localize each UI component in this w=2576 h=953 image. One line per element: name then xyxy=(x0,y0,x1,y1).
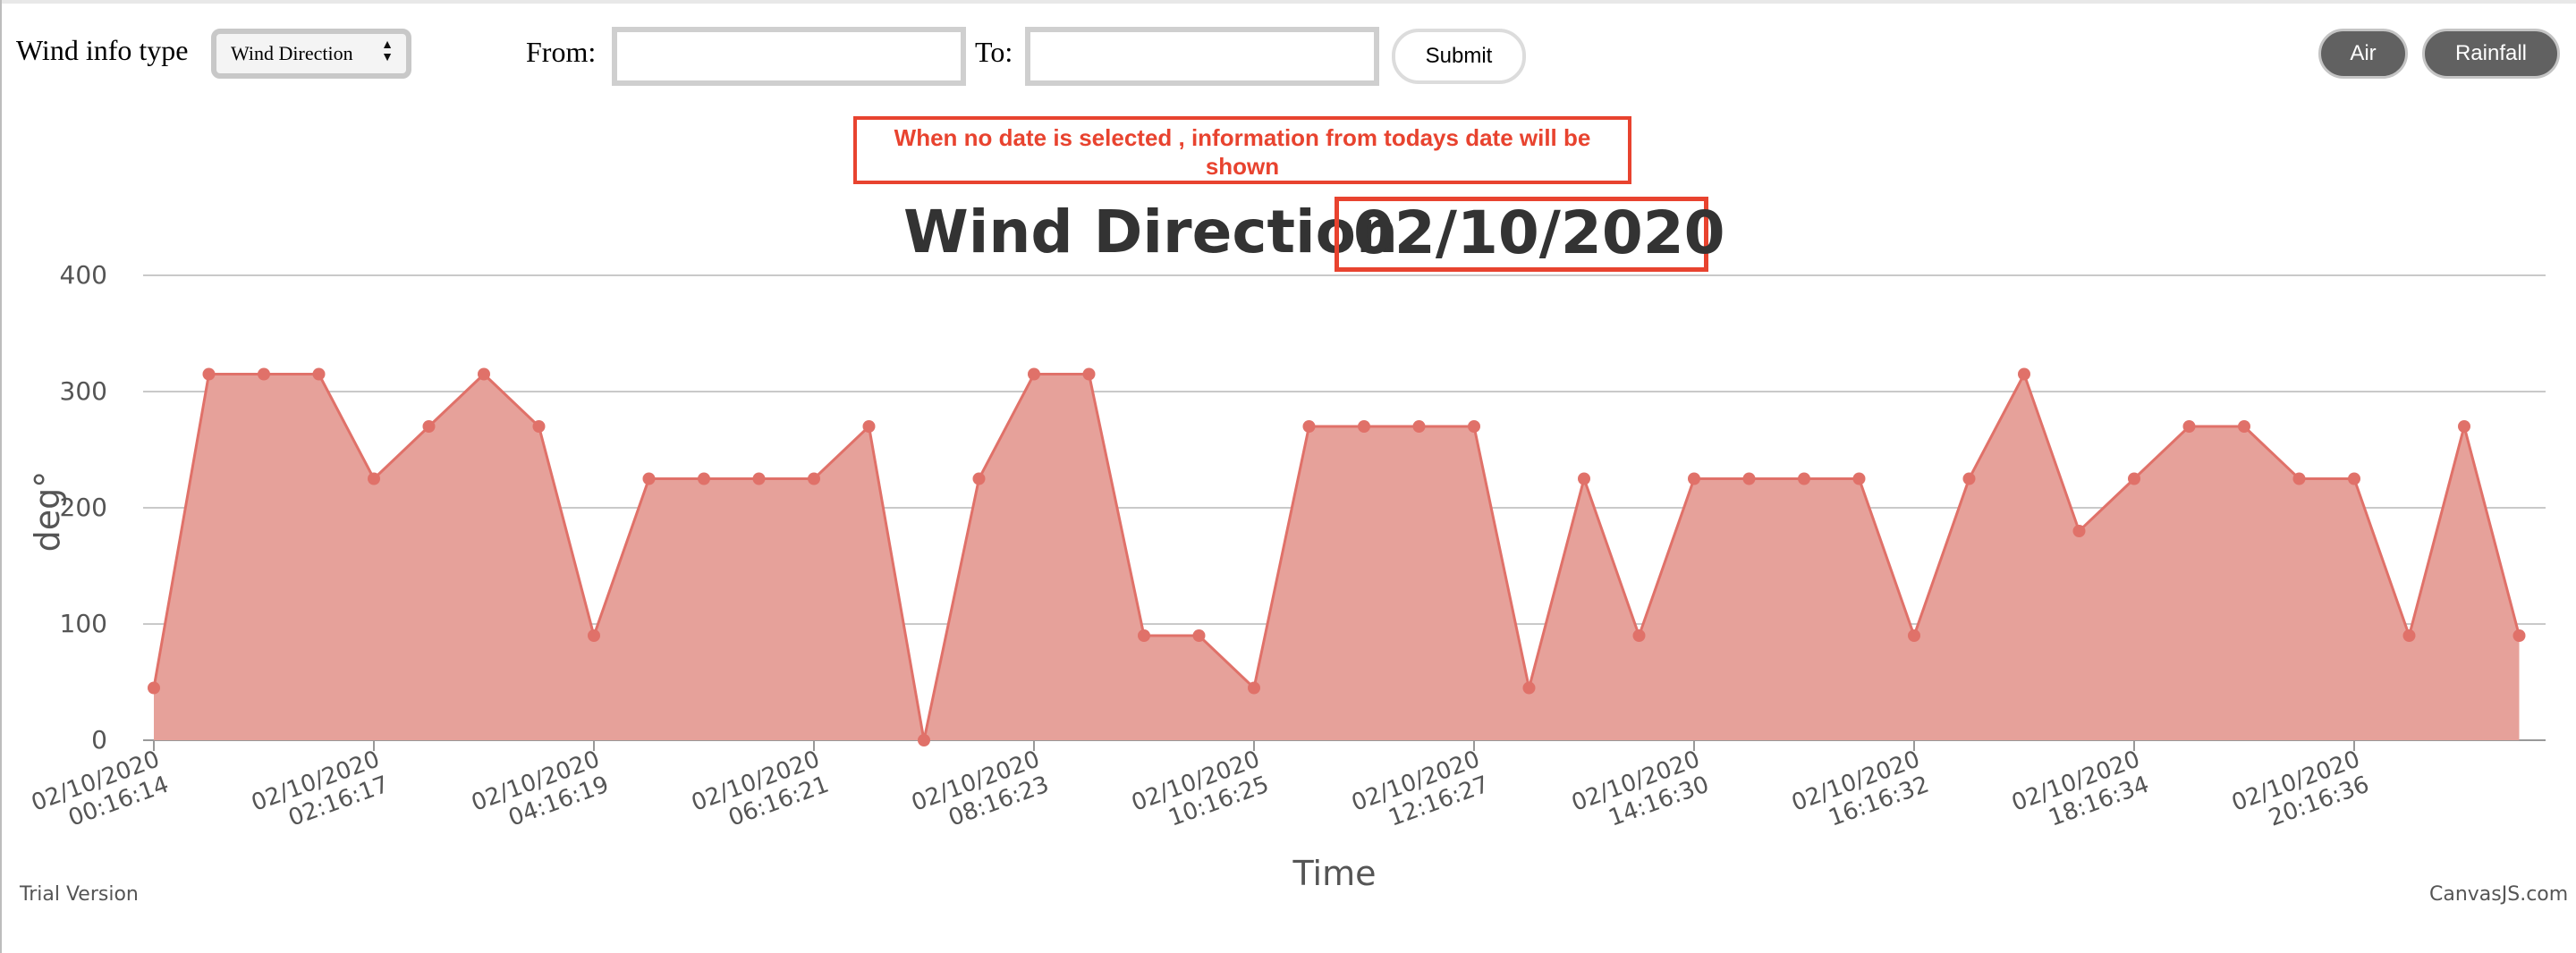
y-tick-label: 300 xyxy=(60,376,107,406)
chart-title-date: 02/10/2020 xyxy=(1335,197,1725,272)
data-point xyxy=(2182,420,2196,433)
x-axis-title: Time xyxy=(1292,854,1377,893)
data-point xyxy=(1632,629,1646,642)
left-border xyxy=(0,0,2,953)
x-tick-label: 02/10/202012:16:27 xyxy=(1348,746,1492,842)
data-point xyxy=(312,367,326,381)
from-date-input[interactable] xyxy=(612,27,966,86)
top-border xyxy=(0,0,2576,4)
to-label: To: xyxy=(975,36,1013,68)
area-fill xyxy=(154,374,2520,740)
wind-info-type-selected: Wind Direction xyxy=(231,42,353,64)
x-tick-label: 02/10/202002:16:17 xyxy=(248,746,392,842)
wind-info-type-label: Wind info type xyxy=(16,34,189,66)
wind-info-type-select[interactable]: Wind Direction ▲ ▼ xyxy=(211,29,411,79)
data-point xyxy=(752,472,766,485)
air-button[interactable]: Air xyxy=(2318,29,2408,79)
select-arrows-icon: ▲ ▼ xyxy=(381,38,394,64)
data-point xyxy=(1522,681,1536,695)
y-tick-label: 0 xyxy=(91,725,107,755)
data-point xyxy=(258,367,270,381)
data-point xyxy=(2458,420,2470,433)
data-point xyxy=(148,681,160,695)
x-tick-label: 02/10/202004:16:19 xyxy=(468,746,612,842)
data-point xyxy=(1138,629,1150,642)
trial-version-label: Trial Version xyxy=(20,883,139,906)
data-point xyxy=(642,472,656,485)
to-date-input[interactable] xyxy=(1025,27,1379,86)
data-point xyxy=(1742,472,1756,485)
data-point xyxy=(422,420,436,433)
no-date-notice: When no date is selected , information f… xyxy=(853,116,1631,184)
y-tick-label: 100 xyxy=(60,609,107,638)
x-tick-label: 02/10/202000:16:14 xyxy=(28,746,172,842)
data-point xyxy=(1358,420,1370,433)
x-tick-label: 02/10/202018:16:34 xyxy=(2008,746,2152,842)
rainfall-button[interactable]: Rainfall xyxy=(2422,29,2560,79)
y-tick-label: 200 xyxy=(60,493,107,522)
data-point xyxy=(698,472,710,485)
data-point xyxy=(478,367,490,381)
data-point xyxy=(1852,472,1866,485)
x-tick-label: 02/10/202008:16:23 xyxy=(908,746,1052,842)
x-tick-label: 02/10/202020:16:36 xyxy=(2228,746,2372,842)
data-point xyxy=(2128,472,2140,485)
data-point xyxy=(2018,367,2030,381)
series-line xyxy=(152,370,2521,741)
data-point xyxy=(972,472,986,485)
data-point xyxy=(1248,681,1260,695)
data-point xyxy=(918,734,930,746)
x-tick-label: 02/10/202006:16:21 xyxy=(688,746,832,842)
data-point xyxy=(2348,472,2360,485)
data-point xyxy=(1028,367,1040,381)
data-point xyxy=(2402,629,2416,642)
data-point xyxy=(1688,472,1700,485)
data-point xyxy=(2292,472,2306,485)
data-point xyxy=(1082,367,1096,381)
data-point xyxy=(1192,629,1206,642)
data-point xyxy=(1302,420,1316,433)
x-tick-label: 02/10/202016:16:32 xyxy=(1788,746,1932,842)
series-points xyxy=(148,367,2526,746)
data-point xyxy=(2512,629,2526,642)
from-label: From: xyxy=(526,36,597,68)
canvasjs-credit-link[interactable]: CanvasJS.com xyxy=(2429,883,2569,906)
data-point xyxy=(1412,420,1426,433)
x-tick-label: 02/10/202010:16:25 xyxy=(1128,746,1272,842)
y-tick-label: 400 xyxy=(60,260,107,290)
data-point xyxy=(532,420,546,433)
series-area xyxy=(152,370,2521,741)
data-point xyxy=(2238,420,2250,433)
data-point xyxy=(1578,472,1590,485)
data-point xyxy=(368,472,380,485)
y-axis-title: deg° xyxy=(28,471,67,552)
data-point xyxy=(808,472,820,485)
submit-button[interactable]: Submit xyxy=(1392,29,1526,84)
data-point xyxy=(1798,472,1810,485)
data-point xyxy=(202,367,216,381)
data-point xyxy=(2072,525,2086,537)
x-tick-label: 02/10/202014:16:30 xyxy=(1568,746,1712,842)
data-point xyxy=(588,629,600,642)
data-point xyxy=(1962,472,1976,485)
data-point xyxy=(862,420,876,433)
chart-title: Wind Direction xyxy=(903,198,1398,266)
data-point xyxy=(1468,420,1480,433)
data-point xyxy=(1908,629,1920,642)
